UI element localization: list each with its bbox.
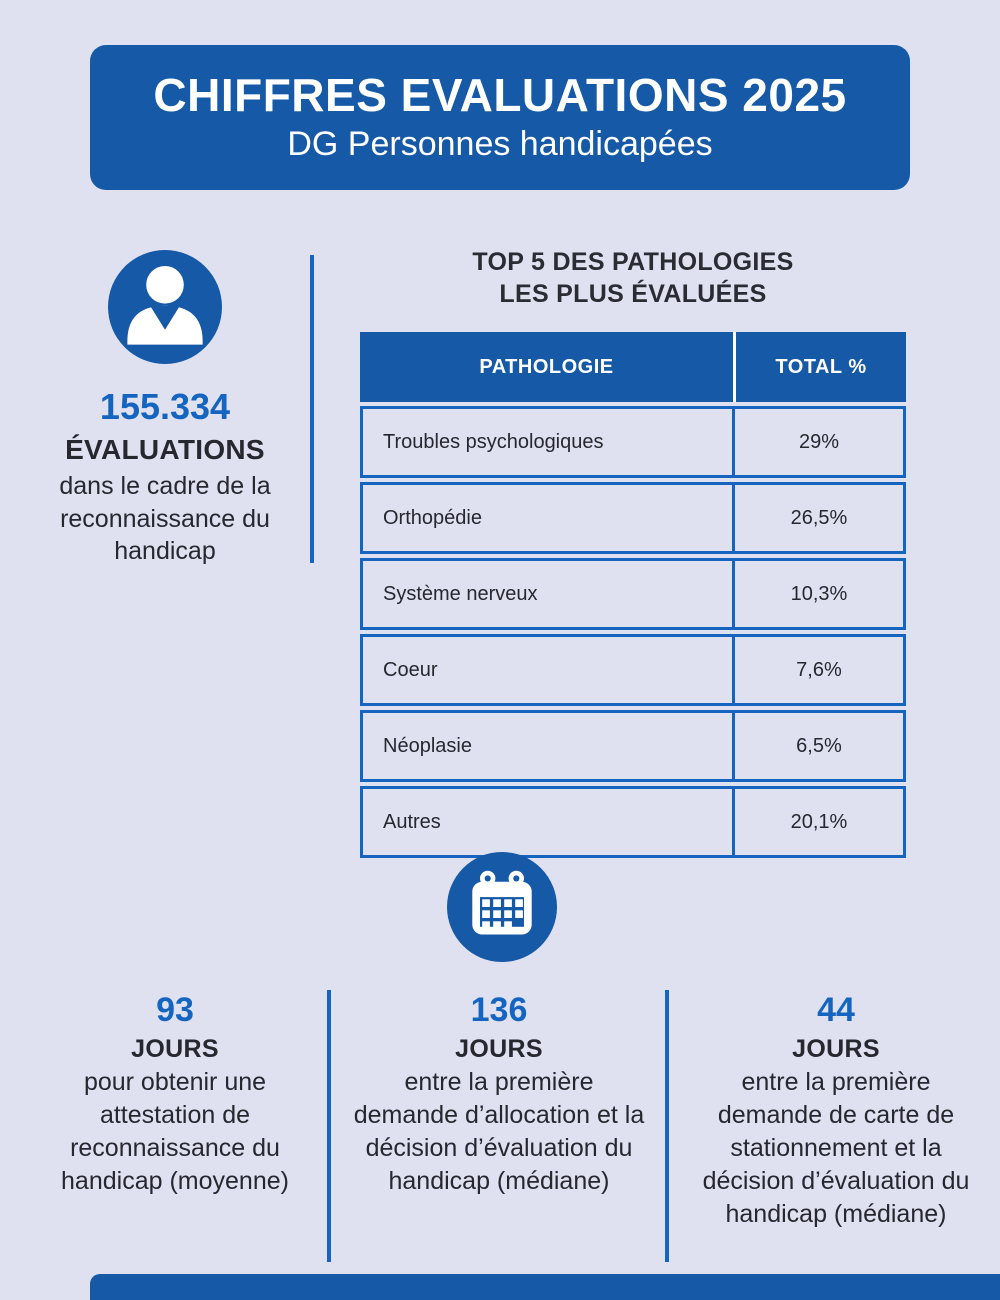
stat-attestation: 93 JOURS pour obtenir une attestation de…	[40, 991, 310, 1198]
column-header-total: TOTAL %	[733, 332, 906, 402]
stat-allocation: 136 JOURS entre la première demande d’al…	[348, 991, 650, 1198]
pathology-name: Coeur	[383, 658, 438, 681]
page-title: CHIFFRES EVALUATIONS 2025	[153, 68, 847, 121]
stat-unit: JOURS	[792, 1035, 880, 1064]
calendar-icon-glyph	[472, 870, 532, 935]
pathology-percent: 26,5%	[731, 485, 903, 551]
pathology-name: Néoplasie	[383, 734, 472, 757]
page-subtitle: DG Personnes handicapées	[287, 125, 713, 164]
header-banner: CHIFFRES EVALUATIONS 2025 DG Personnes h…	[90, 45, 910, 190]
pathology-percent: 7,6%	[731, 637, 903, 703]
stat-description: entre la première demande de carte de st…	[702, 1068, 970, 1229]
table-header-row: PATHOLOGIE TOTAL %	[360, 332, 906, 402]
pathology-name: Orthopédie	[383, 506, 482, 529]
table-title-line2: LES PLUS ÉVALUÉES	[499, 280, 767, 308]
stat-description: entre la première demande d’allocation e…	[353, 1068, 645, 1196]
table-row: Orthopédie 26,5%	[360, 482, 906, 554]
calendar-icon	[447, 852, 557, 962]
calendar-icon-circle	[447, 852, 557, 962]
table-row: Autres 20,1%	[360, 786, 906, 858]
stat-value: 44	[817, 991, 855, 1029]
evaluations-count: 155.334	[99, 386, 231, 427]
pathology-name: Troubles psychologiques	[383, 430, 604, 453]
footer-bar	[90, 1274, 1000, 1300]
evaluations-block: 155.334 ÉVALUATIONS dans le cadre de la …	[30, 250, 300, 568]
stat-description: pour obtenir une attestation de reconnai…	[61, 1068, 289, 1196]
table-row: Troubles psychologiques 29%	[360, 406, 906, 478]
stat-unit: JOURS	[455, 1035, 543, 1064]
stat-unit: JOURS	[131, 1035, 219, 1064]
pathology-name: Autres	[383, 810, 441, 833]
stat-value: 136	[470, 991, 528, 1029]
evaluations-label: ÉVALUATIONS	[65, 434, 265, 465]
divider-vertical-bottom-1	[327, 990, 331, 1262]
divider-vertical-top	[310, 255, 314, 563]
table-row: Néoplasie 6,5%	[360, 710, 906, 782]
table-row: Coeur 7,6%	[360, 634, 906, 706]
divider-vertical-bottom-2	[665, 990, 669, 1262]
stat-carte-stationnement: 44 JOURS entre la première demande de ca…	[683, 991, 989, 1231]
pathology-percent: 20,1%	[731, 789, 903, 855]
pathologies-table: PATHOLOGIE TOTAL % Troubles psychologiqu…	[360, 332, 906, 858]
evaluations-description: dans le cadre de la reconnaissance du ha…	[59, 472, 271, 565]
person-icon-glyph	[127, 265, 203, 345]
pathology-percent: 6,5%	[731, 713, 903, 779]
person-icon	[108, 250, 222, 364]
column-header-pathologie: PATHOLOGIE	[479, 355, 614, 378]
pathology-percent: 29%	[731, 409, 903, 475]
table-row: Système nerveux 10,3%	[360, 558, 906, 630]
pathology-name: Système nerveux	[383, 582, 538, 605]
pathology-percent: 10,3%	[731, 561, 903, 627]
pathologies-table-title: TOP 5 DES PATHOLOGIES LES PLUS ÉVALUÉES	[360, 246, 906, 310]
table-title-line1: TOP 5 DES PATHOLOGIES	[472, 248, 794, 276]
stat-value: 93	[156, 991, 194, 1029]
